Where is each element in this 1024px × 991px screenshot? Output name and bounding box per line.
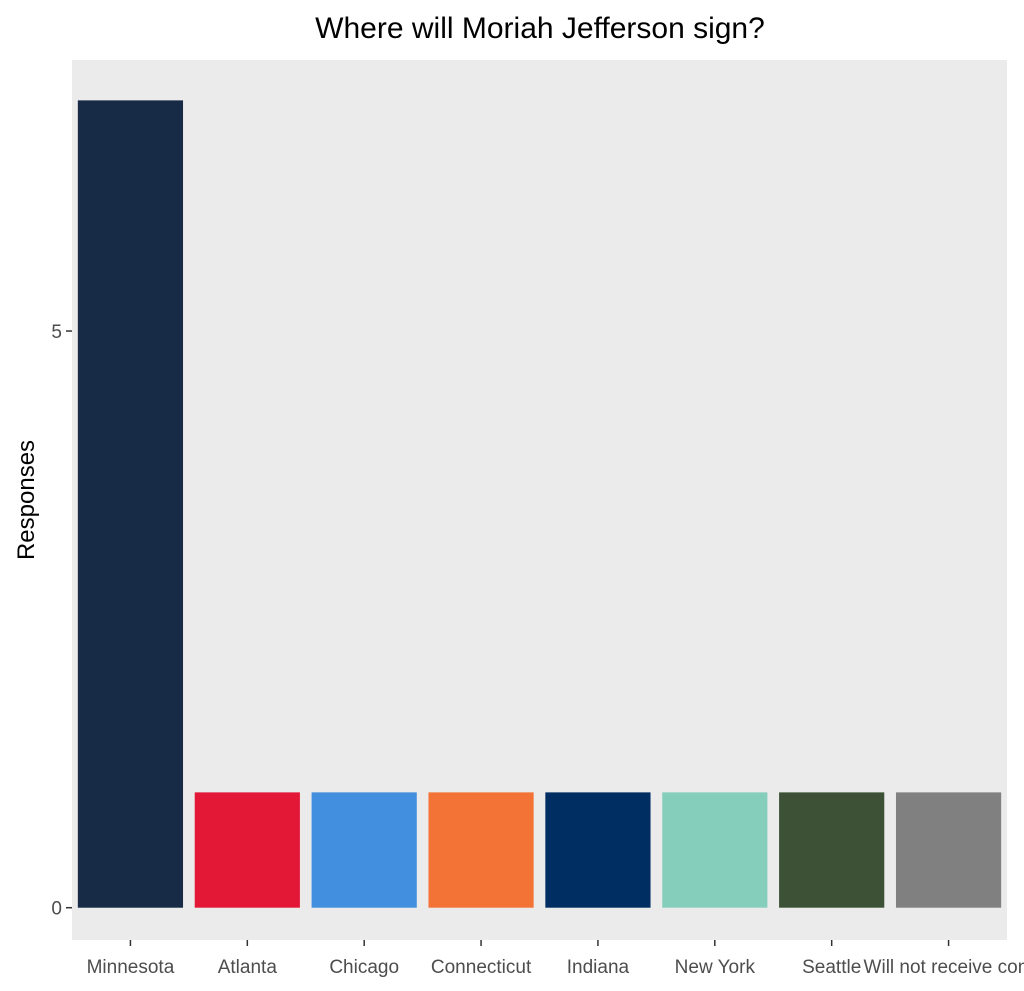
bar-will-not-receive-cont: [895, 792, 1002, 908]
y-tick-label: 0: [51, 899, 62, 920]
y-axis: 05: [51, 322, 72, 920]
x-tick-label: Atlanta: [218, 957, 278, 978]
bar-minnesota: [77, 100, 184, 908]
bar-seattle: [779, 792, 885, 908]
bar-indiana: [545, 792, 651, 908]
x-tick-label: Chicago: [329, 957, 399, 978]
bar-new-york: [662, 792, 768, 908]
x-tick-label: New York: [675, 957, 756, 978]
x-tick-label: Indiana: [567, 957, 630, 978]
y-tick-label: 5: [51, 322, 62, 343]
bar-connecticut: [428, 792, 534, 908]
bar-atlanta: [194, 792, 300, 908]
x-axis: Minnesota Atlanta Chicago Connecticut Indian…: [87, 940, 1024, 978]
x-tick-label: Connecticut: [431, 957, 532, 978]
x-tick-label: Will not receive cont: [864, 957, 1024, 978]
chart-title: Where will Moriah Jefferson sign?: [315, 12, 765, 45]
x-tick-label: Minnesota: [87, 957, 175, 978]
bar-chicago: [311, 792, 417, 908]
x-tick-label: Seattle: [802, 957, 861, 978]
bars-group: [77, 100, 1002, 908]
y-axis-label: Responses: [13, 440, 40, 560]
